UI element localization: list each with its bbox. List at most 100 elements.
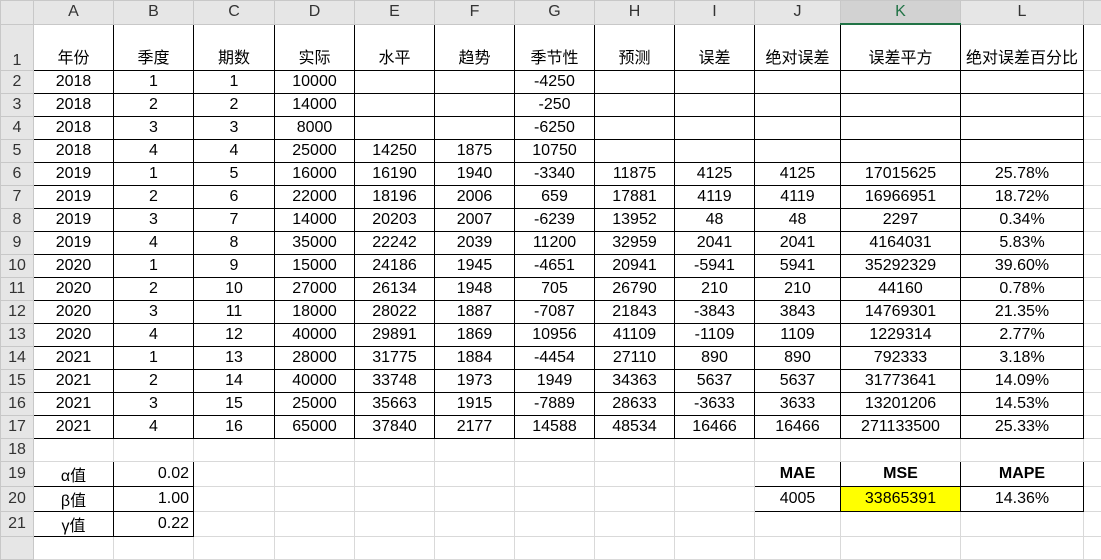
- param-value[interactable]: 0.02: [114, 462, 194, 487]
- cell-D9[interactable]: 35000: [275, 232, 355, 255]
- cell-C13[interactable]: 12: [194, 324, 275, 347]
- column-title-A[interactable]: 年份: [34, 24, 114, 71]
- cell-L3[interactable]: [961, 94, 1084, 117]
- cell-H7[interactable]: 17881: [595, 186, 675, 209]
- param-label[interactable]: β值: [34, 487, 114, 512]
- cell-B6[interactable]: 1: [114, 163, 194, 186]
- cell-I21[interactable]: [675, 512, 755, 537]
- cell-A12[interactable]: 2020: [34, 301, 114, 324]
- cell-F4[interactable]: [435, 117, 515, 140]
- cell-G10[interactable]: -4651: [515, 255, 595, 278]
- cell-E9[interactable]: 22242: [355, 232, 435, 255]
- column-title-E[interactable]: 水平: [355, 24, 435, 71]
- cell-C11[interactable]: 10: [194, 278, 275, 301]
- column-header-D[interactable]: D: [275, 1, 355, 25]
- cell-F11[interactable]: 1948: [435, 278, 515, 301]
- cell-G11[interactable]: 705: [515, 278, 595, 301]
- cell-C15[interactable]: 14: [194, 370, 275, 393]
- cell-F5[interactable]: 1875: [435, 140, 515, 163]
- cell-K9[interactable]: 4164031: [841, 232, 961, 255]
- cell-H4[interactable]: [595, 117, 675, 140]
- select-all-button[interactable]: [1, 1, 34, 25]
- cell-E6[interactable]: 16190: [355, 163, 435, 186]
- cell-G14[interactable]: -4454: [515, 347, 595, 370]
- cell-J17[interactable]: 16466: [755, 416, 841, 439]
- cell-A4[interactable]: 2018: [34, 117, 114, 140]
- row-header-7[interactable]: 7: [1, 186, 34, 209]
- row-header-4[interactable]: 4: [1, 117, 34, 140]
- cell-A6[interactable]: 2019: [34, 163, 114, 186]
- column-header-K[interactable]: K: [841, 1, 961, 25]
- cell-L21[interactable]: [961, 512, 1084, 537]
- cell-D2[interactable]: 10000: [275, 71, 355, 94]
- row-header-20[interactable]: 20: [1, 487, 34, 512]
- cell-B2[interactable]: 1: [114, 71, 194, 94]
- cell-M17[interactable]: [1084, 416, 1101, 439]
- cell-F8[interactable]: 2007: [435, 209, 515, 232]
- column-header-F[interactable]: F: [435, 1, 515, 25]
- cell-A22[interactable]: [34, 537, 114, 560]
- cell-B16[interactable]: 3: [114, 393, 194, 416]
- cell-K5[interactable]: [841, 140, 961, 163]
- cell-E19[interactable]: [355, 462, 435, 487]
- cell-J12[interactable]: 3843: [755, 301, 841, 324]
- cell-H3[interactable]: [595, 94, 675, 117]
- cell-D6[interactable]: 16000: [275, 163, 355, 186]
- cell-D15[interactable]: 40000: [275, 370, 355, 393]
- cell-E20[interactable]: [355, 487, 435, 512]
- cell-C7[interactable]: 6: [194, 186, 275, 209]
- cell-M18[interactable]: [1084, 439, 1101, 462]
- cell-J4[interactable]: [755, 117, 841, 140]
- cell-I6[interactable]: 4125: [675, 163, 755, 186]
- cell-B4[interactable]: 3: [114, 117, 194, 140]
- cell-F3[interactable]: [435, 94, 515, 117]
- cell-M7[interactable]: [1084, 186, 1101, 209]
- row-header-15[interactable]: 15: [1, 370, 34, 393]
- param-label[interactable]: γ值: [34, 512, 114, 537]
- cell-C9[interactable]: 8: [194, 232, 275, 255]
- cell-F19[interactable]: [435, 462, 515, 487]
- cell-L10[interactable]: 39.60%: [961, 255, 1084, 278]
- cell-F10[interactable]: 1945: [435, 255, 515, 278]
- column-title-F[interactable]: 趋势: [435, 24, 515, 71]
- cell-M11[interactable]: [1084, 278, 1101, 301]
- row-header-6[interactable]: 6: [1, 163, 34, 186]
- cell-J5[interactable]: [755, 140, 841, 163]
- row-header-1[interactable]: 1: [1, 24, 34, 71]
- cell-G16[interactable]: -7889: [515, 393, 595, 416]
- cell-M6[interactable]: [1084, 163, 1101, 186]
- row-header-8[interactable]: 8: [1, 209, 34, 232]
- cell-E11[interactable]: 26134: [355, 278, 435, 301]
- cell-E16[interactable]: 35663: [355, 393, 435, 416]
- cell-C21[interactable]: [194, 512, 275, 537]
- cell-A13[interactable]: 2020: [34, 324, 114, 347]
- cell-M15[interactable]: [1084, 370, 1101, 393]
- cell-M16[interactable]: [1084, 393, 1101, 416]
- param-value[interactable]: 1.00: [114, 487, 194, 512]
- row-header-2[interactable]: 2: [1, 71, 34, 94]
- cell-L16[interactable]: 14.53%: [961, 393, 1084, 416]
- metric-value-mse[interactable]: 33865391: [841, 487, 961, 512]
- cell-E17[interactable]: 37840: [355, 416, 435, 439]
- row-header-19[interactable]: 19: [1, 462, 34, 487]
- cell-L13[interactable]: 2.77%: [961, 324, 1084, 347]
- metric-label-mape[interactable]: MAPE: [961, 462, 1084, 487]
- cell-D12[interactable]: 18000: [275, 301, 355, 324]
- column-title-B[interactable]: 季度: [114, 24, 194, 71]
- cell-L18[interactable]: [961, 439, 1084, 462]
- row-header-11[interactable]: 11: [1, 278, 34, 301]
- row-header-16[interactable]: 16: [1, 393, 34, 416]
- param-label[interactable]: α值: [34, 462, 114, 487]
- cell-G5[interactable]: 10750: [515, 140, 595, 163]
- cell-G19[interactable]: [515, 462, 595, 487]
- cell-E12[interactable]: 28022: [355, 301, 435, 324]
- cell-D22[interactable]: [275, 537, 355, 560]
- cell-I11[interactable]: 210: [675, 278, 755, 301]
- cell-K13[interactable]: 1229314: [841, 324, 961, 347]
- cell-I15[interactable]: 5637: [675, 370, 755, 393]
- cell-E8[interactable]: 20203: [355, 209, 435, 232]
- cell-C2[interactable]: 1: [194, 71, 275, 94]
- cell-B5[interactable]: 4: [114, 140, 194, 163]
- cell-H16[interactable]: 28633: [595, 393, 675, 416]
- cell-D4[interactable]: 8000: [275, 117, 355, 140]
